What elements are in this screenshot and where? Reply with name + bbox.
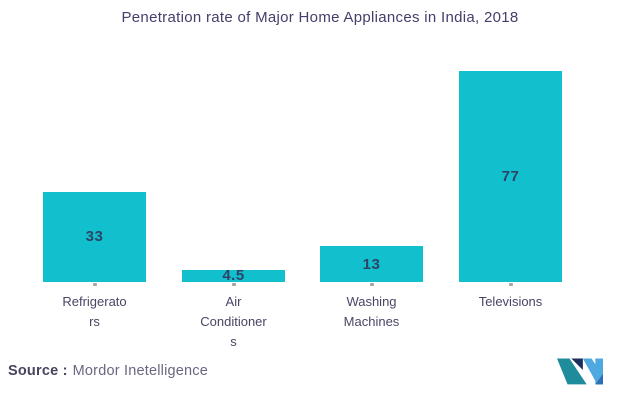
- bar-televisions: 77: [459, 71, 562, 282]
- axis-tick: [508, 283, 513, 286]
- bar-air-conditioners: 4.5: [182, 267, 285, 285]
- category-slot-refrigerators: 33 Refrigerato rs: [25, 63, 164, 329]
- source-text: Source : Mordor Inetelligence: [8, 363, 208, 379]
- value-label-televisions: 77: [501, 168, 520, 186]
- value-label-air-conditioners: 4.5: [222, 267, 245, 285]
- chart-title: Penetration rate of Major Home Appliance…: [121, 9, 519, 26]
- axis-tick: [369, 283, 374, 286]
- source-name: Mordor Inetelligence: [72, 363, 209, 379]
- category-label-televisions: Televisions: [478, 294, 543, 309]
- category-label-washing-machines: Washing Machines: [343, 294, 400, 329]
- bar-refrigerators: 33: [43, 191, 146, 282]
- bar-washing-machines: 13: [320, 246, 423, 282]
- category-slot-washing-machines: 13 Washing Machines: [302, 63, 441, 329]
- logo-navy-triangle: [571, 358, 583, 370]
- axis-tick: [231, 283, 236, 286]
- category-label-air-conditioners: Air Conditioner s: [200, 294, 267, 349]
- category-label-refrigerators: Refrigerato rs: [62, 294, 127, 329]
- value-label-refrigerators: 33: [85, 228, 104, 246]
- logo-teal-stroke: [557, 358, 587, 385]
- axis-tick: [92, 283, 97, 286]
- value-label-washing-machines: 13: [362, 255, 381, 273]
- source-prefix: Source :: [8, 363, 68, 379]
- category-slot-air-conditioners: 4.5 Air Conditioner s: [164, 63, 303, 349]
- bar-chart-plot: 33 Refrigerato rs 4.5 Air Conditioner s …: [0, 63, 640, 349]
- mordor-intelligence-logo: [557, 358, 603, 385]
- category-slot-televisions: 77 Televisions: [441, 63, 580, 309]
- logo-lightblue-stroke: [582, 358, 603, 385]
